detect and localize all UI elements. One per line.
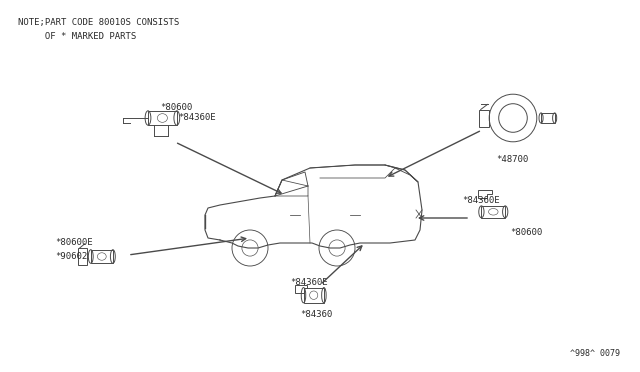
Bar	[91, 250, 113, 263]
Bar	[541, 113, 555, 123]
Text: *48700: *48700	[496, 155, 528, 164]
Text: ^998^ 0079: ^998^ 0079	[570, 349, 620, 358]
Text: *90602: *90602	[55, 252, 87, 261]
Text: *84360E: *84360E	[178, 113, 216, 122]
Text: NOTE;PART CODE 80010S CONSISTS: NOTE;PART CODE 80010S CONSISTS	[18, 18, 179, 27]
Text: *80600E: *80600E	[55, 238, 93, 247]
Text: *84360E: *84360E	[290, 278, 328, 287]
Text: OF * MARKED PARTS: OF * MARKED PARTS	[18, 32, 136, 41]
Text: *80600: *80600	[510, 228, 542, 237]
Bar	[148, 111, 177, 125]
Bar	[481, 206, 505, 218]
Text: *84360E: *84360E	[462, 196, 500, 205]
Text: *80600: *80600	[160, 103, 192, 112]
Bar	[479, 109, 489, 126]
Bar	[303, 288, 324, 303]
Text: *84360: *84360	[300, 310, 332, 319]
